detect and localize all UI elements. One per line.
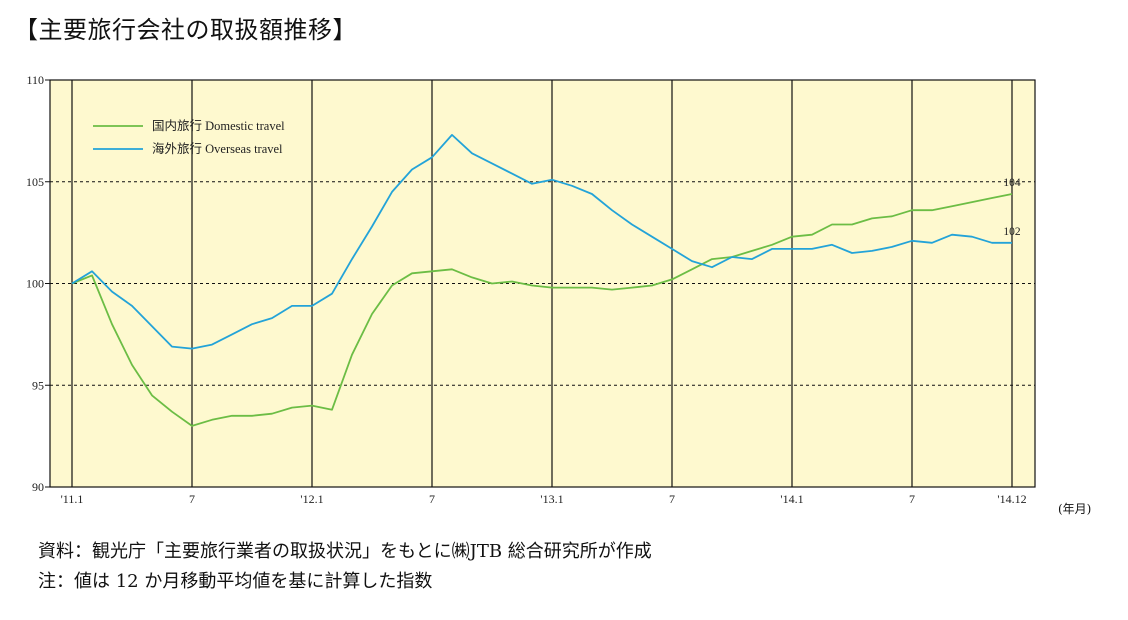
legend-label-overseas: 海外旅行 Overseas travel [152, 141, 283, 156]
page-title: 【主要旅行会社の取扱額推移】 [14, 16, 357, 44]
source-note: 資料：観光庁「主要旅行業者の取扱状況」をもとに㈱JTB 総合研究所が作成 [38, 541, 652, 562]
x-axis-unit-label: (年月) [1058, 502, 1092, 516]
x-tick-label: 7 [429, 492, 435, 506]
x-tick-label: 7 [909, 492, 915, 506]
x-tick-label: '14.1 [780, 492, 803, 506]
legend-label-domestic: 国内旅行 Domestic travel [152, 119, 285, 133]
x-tick-label: '13.1 [540, 492, 563, 506]
remark-note: 注：値は 12 か月移動平均値を基に計算した指数 [38, 571, 433, 592]
gridlines [50, 80, 1035, 487]
axes: 90 95 100 105 110 '11.1 7 '12.1 7 '13.1 7 '14.1 7 '14… [26, 73, 1036, 506]
x-tick-label: '14.12 [997, 492, 1026, 506]
legend: 国内旅行 Domestic travel 海外旅行 Overseas trave… [93, 119, 285, 156]
y-tick-label: 105 [26, 175, 44, 189]
series-line-domestic [71, 193, 1013, 427]
y-tick-label: 90 [32, 480, 44, 494]
y-tick-label: 110 [26, 73, 44, 87]
x-tick-label: 7 [669, 492, 675, 506]
x-tick-label: 7 [189, 492, 195, 506]
series-line-overseas [71, 133, 1012, 350]
line-chart: 104 102 90 95 100 105 110 '11.1 7 '12.1 7 '13.1 7 '1… [26, 73, 1036, 506]
y-tick-label: 95 [32, 378, 44, 392]
series-end-label-overseas: 102 [1003, 226, 1021, 238]
x-tick-label: '11.1 [61, 492, 84, 506]
y-tick-label: 100 [26, 277, 44, 291]
x-tick-label: '12.1 [300, 492, 323, 506]
series-lines: 104 102 [71, 133, 1021, 427]
series-end-label-domestic: 104 [1003, 177, 1021, 189]
